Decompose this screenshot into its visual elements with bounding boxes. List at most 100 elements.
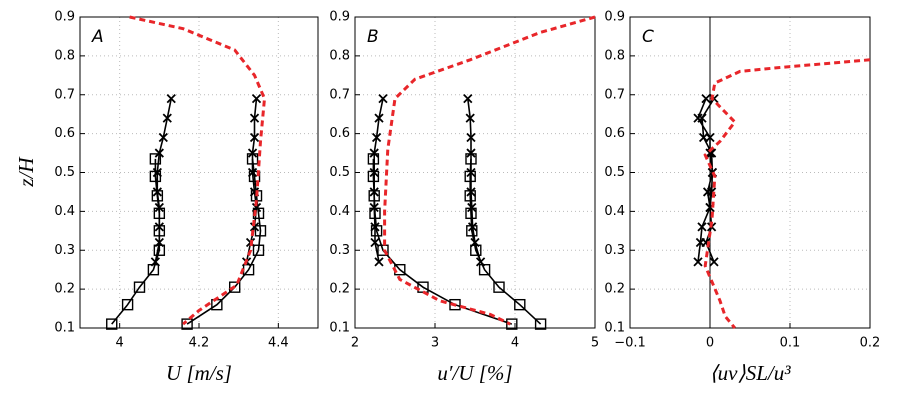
- axes-box: [629, 16, 871, 329]
- y-tick-label: 0.9: [604, 10, 625, 25]
- panel-label: B: [367, 27, 379, 47]
- marker: [166, 94, 176, 104]
- x-tick-label: 0: [706, 336, 714, 351]
- y-tick-label: 0.4: [604, 204, 625, 219]
- y-tick-label: 0.2: [329, 282, 350, 297]
- marker: [466, 132, 476, 143]
- marker: [374, 113, 384, 123]
- axes-box: [79, 16, 319, 329]
- marker: [514, 298, 526, 311]
- x-tick-label: 0.1: [780, 336, 801, 351]
- marker: [465, 113, 475, 123]
- marker: [154, 148, 164, 158]
- marker: [467, 202, 477, 213]
- y-tick-label: 0.9: [329, 10, 350, 25]
- x-tick-label: 3: [431, 336, 439, 351]
- marker: [249, 222, 260, 232]
- marker: [493, 281, 505, 293]
- x-tick-label: 4.2: [189, 336, 210, 351]
- marker: [370, 237, 380, 248]
- marker: [467, 222, 478, 232]
- marker: [249, 132, 260, 143]
- marker: [466, 167, 476, 178]
- marker: [705, 148, 715, 158]
- axes-box: [354, 16, 596, 329]
- marker: [466, 148, 476, 158]
- y-tick-label: 0.7: [604, 87, 625, 102]
- x-tick-label: 5: [591, 336, 599, 351]
- marker: [106, 318, 118, 330]
- marker: [252, 244, 265, 256]
- x-tick-label: 4: [116, 336, 124, 351]
- y-tick-label: 0.4: [329, 204, 350, 219]
- y-tick-label: 0.2: [54, 282, 75, 297]
- marker: [121, 298, 134, 311]
- series-line: [467, 98, 482, 263]
- y-tick-label: 0.1: [604, 321, 625, 336]
- marker: [371, 132, 382, 143]
- marker: [705, 132, 715, 143]
- marker: [369, 148, 379, 158]
- marker: [152, 187, 162, 197]
- y-tick-label: 0.1: [54, 321, 75, 336]
- marker: [247, 148, 258, 158]
- panel-label: C: [642, 27, 654, 47]
- y-tick-label: 0.5: [604, 165, 625, 180]
- y-tick-label: 0.4: [54, 204, 75, 219]
- marker: [697, 222, 707, 232]
- y-tick-label: 0.3: [604, 243, 625, 258]
- series-line: [129, 15, 267, 326]
- series-line: [697, 98, 714, 262]
- y-tick-label: 0.7: [54, 87, 75, 102]
- x-tick-label: 0.2: [860, 336, 881, 351]
- series-line: [111, 158, 161, 325]
- marker: [158, 132, 168, 143]
- marker: [228, 281, 241, 293]
- marker: [247, 167, 258, 178]
- marker: [181, 318, 193, 330]
- series-line: [703, 58, 871, 329]
- y-tick-label: 0.1: [329, 321, 350, 336]
- marker: [449, 298, 461, 311]
- y-tick-label: 0.6: [329, 126, 350, 141]
- y-tick-label: 0.8: [329, 48, 350, 63]
- marker: [369, 202, 379, 213]
- marker: [154, 202, 164, 213]
- y-tick-label: 0.9: [54, 10, 75, 25]
- marker: [249, 113, 260, 123]
- y-tick-label: 0.5: [54, 165, 75, 180]
- marker: [702, 187, 713, 197]
- y-tick-label: 0.6: [604, 126, 625, 141]
- marker: [370, 222, 380, 232]
- marker: [475, 257, 486, 267]
- marker: [466, 187, 476, 197]
- marker: [152, 167, 162, 178]
- y-tick-label: 0.6: [54, 126, 75, 141]
- x-tick-label: 4.4: [268, 336, 289, 351]
- x-tick-label: 4: [511, 336, 519, 351]
- marker: [693, 257, 703, 267]
- series-line: [373, 98, 384, 263]
- series-line: [701, 98, 715, 263]
- marker: [534, 318, 547, 330]
- marker: [470, 237, 480, 248]
- series-line: [372, 158, 513, 325]
- marker: [374, 257, 384, 267]
- marker: [369, 167, 379, 178]
- y-tick-label: 0.8: [54, 48, 75, 63]
- y-tick-label: 0.3: [54, 243, 75, 258]
- marker: [377, 244, 389, 256]
- marker: [709, 257, 719, 267]
- series-line: [154, 98, 172, 263]
- x-axis-label: u′/U [%]: [437, 361, 512, 385]
- marker: [463, 94, 473, 104]
- y-tick-label: 0.2: [604, 282, 625, 297]
- marker: [154, 237, 164, 248]
- y-tick-label: 0.3: [329, 243, 350, 258]
- marker: [693, 113, 703, 123]
- x-axis-label: ⟨uv⟩SL/u³: [709, 361, 791, 385]
- marker: [133, 281, 146, 293]
- x-tick-label: 2: [351, 336, 359, 351]
- marker: [695, 237, 706, 248]
- y-tick-label: 0.8: [604, 48, 625, 63]
